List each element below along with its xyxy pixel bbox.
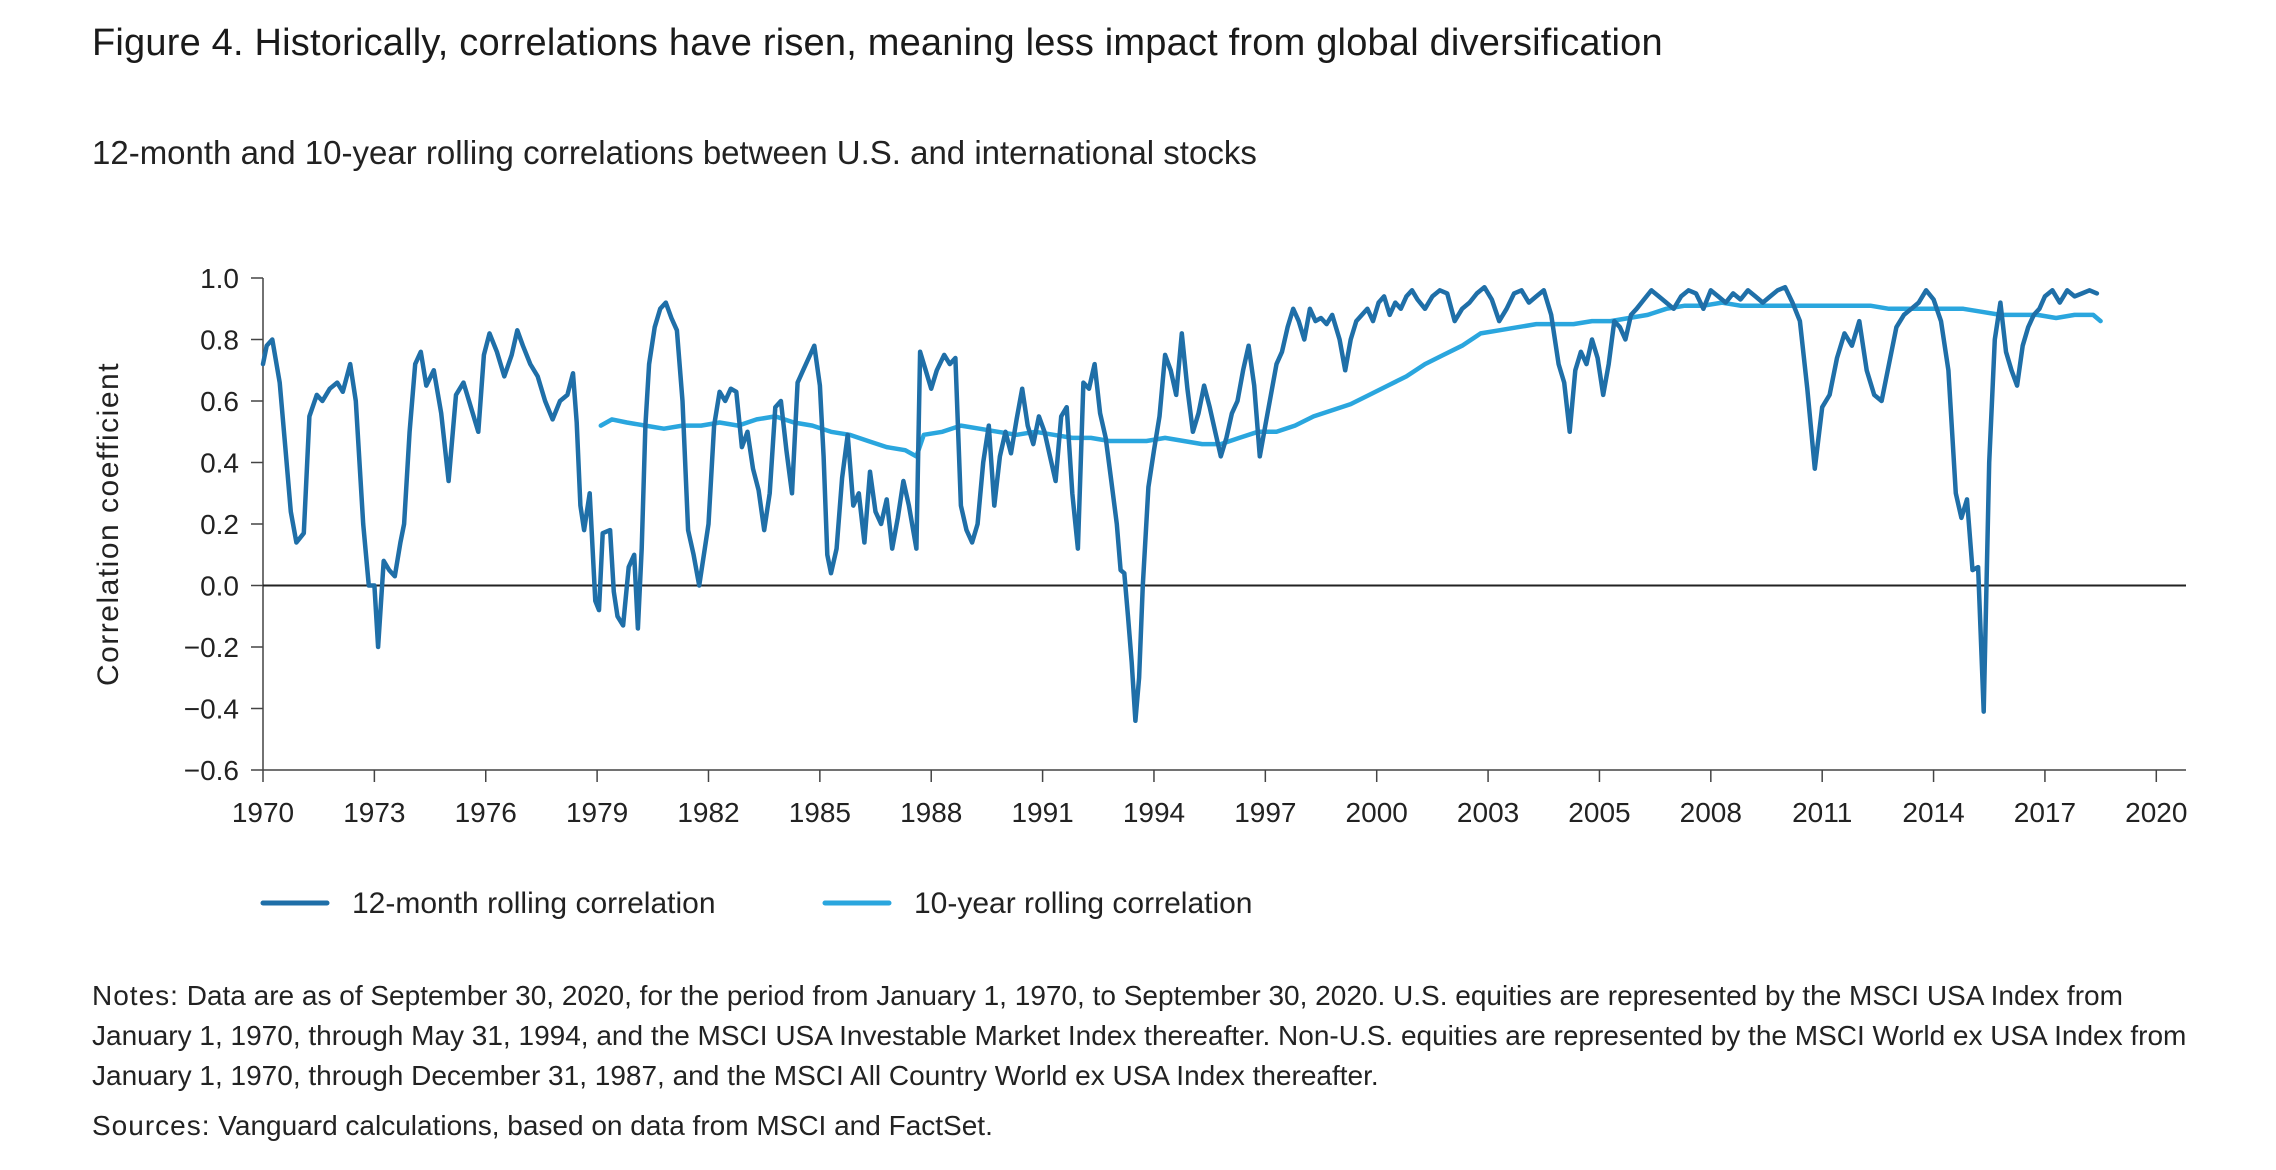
sources-label: Sources: [92, 1110, 211, 1141]
x-tick-label: 1985 [789, 797, 851, 828]
x-tick-label: 2005 [1568, 797, 1630, 828]
x-tick-label: 2000 [1346, 797, 1408, 828]
x-tick-label: 2017 [2014, 797, 2076, 828]
x-tick-label: 2003 [1457, 797, 1519, 828]
x-tick-label: 2008 [1680, 797, 1742, 828]
y-tick-label: 0.8 [200, 325, 239, 356]
y-tick-label: 0.4 [200, 448, 239, 479]
y-tick-label: 0.2 [200, 509, 239, 540]
x-tick-label: 1973 [343, 797, 405, 828]
chart-subtitle: 12-month and 10-year rolling correlation… [92, 134, 1257, 171]
x-tick-label: 2011 [1792, 797, 1852, 828]
x-tick-label: 1988 [900, 797, 962, 828]
y-tick-label: −0.2 [184, 632, 239, 663]
figure-title: Figure 4. Historically, correlations hav… [92, 22, 1663, 64]
notes-label: Notes: [92, 980, 179, 1011]
series-10-year-line [598, 300, 2103, 459]
x-tick-label: 2020 [2125, 797, 2187, 828]
y-tick-label: 1.0 [200, 263, 239, 294]
x-tick-label: 1970 [232, 797, 294, 828]
line-chart: 1.0 0.8 0.6 0.4 0.2 0.0 −0.2 −0.4 −0.6 1970 1973 19… [92, 263, 2187, 920]
x-tick-label: 1982 [677, 797, 739, 828]
x-tick-label: 1997 [1234, 797, 1296, 828]
y-tick-label: −0.4 [184, 694, 239, 725]
x-tick-label: 2014 [1902, 797, 1964, 828]
sources-text: Vanguard calculations, based on data fro… [218, 1110, 993, 1141]
x-tick-label: 1991 [1011, 797, 1073, 828]
x-tick-label: 1976 [455, 797, 517, 828]
legend-label: 10-year rolling correlation [914, 887, 1253, 920]
x-tick-label: 1994 [1123, 797, 1185, 828]
notes-text: Data are as of September 30, 2020, for t… [92, 980, 2187, 1091]
y-tick-label: −0.6 [184, 755, 239, 786]
y-tick-label: 0.6 [200, 386, 239, 417]
chart-notes: Notes: Data are as of September 30, 2020… [92, 976, 2212, 1096]
y-tick-label: 0.0 [200, 571, 239, 602]
x-tick-label: 1979 [566, 797, 628, 828]
legend-label: 12-month rolling correlation [352, 887, 716, 920]
series-12-month-line [260, 284, 2100, 724]
chart-sources: Sources: Vanguard calculations, based on… [92, 1110, 993, 1142]
y-axis-label: Correlation coefficient [92, 362, 125, 686]
